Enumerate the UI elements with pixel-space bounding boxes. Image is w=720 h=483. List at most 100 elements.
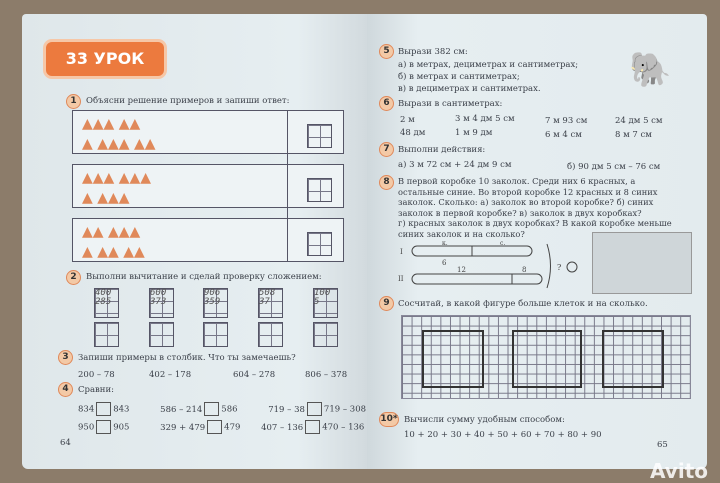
compare-right: 905 xyxy=(113,422,130,433)
compare-box[interactable] xyxy=(204,402,220,416)
page-number: 64 xyxy=(60,438,71,448)
text-line: г) красных заколок в двух коробках? В ка… xyxy=(398,218,672,228)
compare-right: 479 xyxy=(224,422,241,433)
value: 6 м 4 см xyxy=(545,130,582,140)
watermark: Avito xyxy=(650,459,708,483)
text-line: остальные синие. Во второй коробке 12 кр… xyxy=(398,186,658,197)
task-10-text: Вычисли сумму удобным способом: xyxy=(404,415,565,425)
text-line: синих заколок и на сколько? xyxy=(398,228,525,239)
value: 3 м 4 дм 5 см xyxy=(455,114,515,124)
task-number: 7 xyxy=(379,142,394,157)
compare-left: 407 – 136 xyxy=(261,422,304,433)
grid[interactable]: 906 359 xyxy=(203,288,228,318)
segment-2 xyxy=(411,273,543,285)
compare-box[interactable] xyxy=(306,402,322,416)
task-number: 10* xyxy=(379,412,399,427)
figure xyxy=(602,330,664,388)
expression: а) 3 м 72 см + 24 дм 9 см xyxy=(398,160,512,170)
elephant-illustration: 🐘 xyxy=(629,50,672,90)
label-red: к. xyxy=(442,240,448,247)
compare-right: 719 – 308 xyxy=(323,404,367,415)
task-number: 4 xyxy=(58,382,73,397)
value: 24 дм 5 см xyxy=(615,116,663,126)
task-number: 2 xyxy=(66,270,81,285)
grid[interactable] xyxy=(258,322,283,347)
compare-box[interactable] xyxy=(305,420,321,434)
value-8: 8 xyxy=(522,266,526,274)
grid[interactable]: 600 373 xyxy=(149,288,174,318)
compare-left: 834 xyxy=(78,404,95,415)
answer-grid[interactable] xyxy=(307,178,332,202)
value-6: 6 xyxy=(442,259,447,267)
minuend: 600 xyxy=(150,288,167,298)
label-box-2: II xyxy=(398,275,404,283)
cell-grid xyxy=(401,315,691,399)
task-6-text: Вырази в сантиметрах: xyxy=(398,99,503,109)
subtrahend: 5 xyxy=(314,297,320,307)
subtrahend: 37 xyxy=(259,297,270,307)
label-blue: с. xyxy=(500,240,505,247)
compare-left: 950 xyxy=(78,422,95,433)
example: 806 – 378 xyxy=(305,370,348,380)
triangles-icon: ▲▲ ▲▲▲ ▲ ▲▲ ▲▲ xyxy=(82,224,145,260)
value: 2 м xyxy=(400,115,415,125)
line: б) в метрах и сантиметрах; xyxy=(398,72,520,82)
compare-box[interactable] xyxy=(96,420,112,434)
segment-diagram: I II к. с. 6 12 8 ? xyxy=(398,240,578,289)
task-number: 3 xyxy=(58,350,73,365)
value: 48 дм xyxy=(400,128,426,138)
compare-right: 470 – 136 xyxy=(322,422,365,433)
compare-box[interactable] xyxy=(96,402,112,416)
task-5-text: Вырази 382 см: xyxy=(398,47,468,57)
answer-grid[interactable] xyxy=(307,232,332,256)
lesson-badge: 33 УРОК xyxy=(46,42,164,76)
task-9-text: Сосчитай, в какой фигуре больше клеток и… xyxy=(398,299,648,309)
compare-left: 586 – 214 xyxy=(160,404,203,415)
example-box xyxy=(72,110,344,154)
task-number: 8 xyxy=(379,175,394,190)
page-number: 65 xyxy=(657,440,668,450)
minuend: 400 xyxy=(95,288,112,298)
compare-right: 843 xyxy=(113,404,130,415)
question-mark: ? xyxy=(557,263,561,272)
value: 8 м 7 см xyxy=(615,130,652,140)
grid[interactable]: 508 37 xyxy=(258,288,283,318)
grid[interactable] xyxy=(313,322,338,347)
figure xyxy=(422,330,484,388)
minuend: 100 xyxy=(314,288,331,298)
grid[interactable] xyxy=(94,322,119,347)
label-box-1: I xyxy=(400,248,403,256)
subtrahend: 373 xyxy=(150,297,167,307)
line: а) в метрах, дециметрах и сантиметрах; xyxy=(398,60,579,70)
right-page: 5 Вырази 382 см: а) в метрах, дециметрах… xyxy=(367,14,707,469)
children-illustration xyxy=(592,232,692,294)
example: 604 – 278 xyxy=(233,370,276,380)
task-3-text: Запиши примеры в столбик. Что ты замечае… xyxy=(78,353,296,363)
grid[interactable]: 400 285 xyxy=(94,288,119,318)
compare-left: 329 + 479 xyxy=(160,422,206,433)
expression: 10 + 20 + 30 + 40 + 50 + 60 + 70 + 80 + … xyxy=(404,430,602,440)
divider xyxy=(287,110,288,262)
figure xyxy=(512,330,582,388)
triangles-icon: ▲▲▲ ▲▲▲ ▲ ▲▲▲ xyxy=(82,170,152,206)
grid[interactable]: 100 5 xyxy=(313,288,338,318)
text-line: заколок в первой коробке? в) заколок в д… xyxy=(398,207,642,218)
subtrahend: 359 xyxy=(204,297,221,307)
task-7-text: Выполни действия: xyxy=(398,145,486,155)
brace xyxy=(546,243,551,289)
task-4-text: Сравни: xyxy=(78,385,114,395)
example: 402 – 178 xyxy=(149,370,192,380)
grid[interactable] xyxy=(149,322,174,347)
grid[interactable] xyxy=(203,322,228,347)
minuend: 508 xyxy=(259,288,276,298)
task-number: 9 xyxy=(379,296,394,311)
example-box xyxy=(72,218,344,262)
task-1-text: Объясни решение примеров и запиши ответ: xyxy=(86,96,290,106)
triangles-icon: ▲▲▲ ▲▲ ▲ ▲▲▲ ▲▲ xyxy=(82,116,156,152)
left-page: 33 УРОК 1 Объясни решение примеров и зап… xyxy=(22,14,367,469)
task-8-text: В первой коробке 10 заколок. Среди них 6… xyxy=(398,176,672,239)
task-number: 5 xyxy=(379,44,394,59)
answer-grid[interactable] xyxy=(307,124,332,148)
compare-row: 834 843 586 – 214 586 719 – 38 719 – 308 xyxy=(78,402,366,416)
compare-box[interactable] xyxy=(207,420,223,434)
